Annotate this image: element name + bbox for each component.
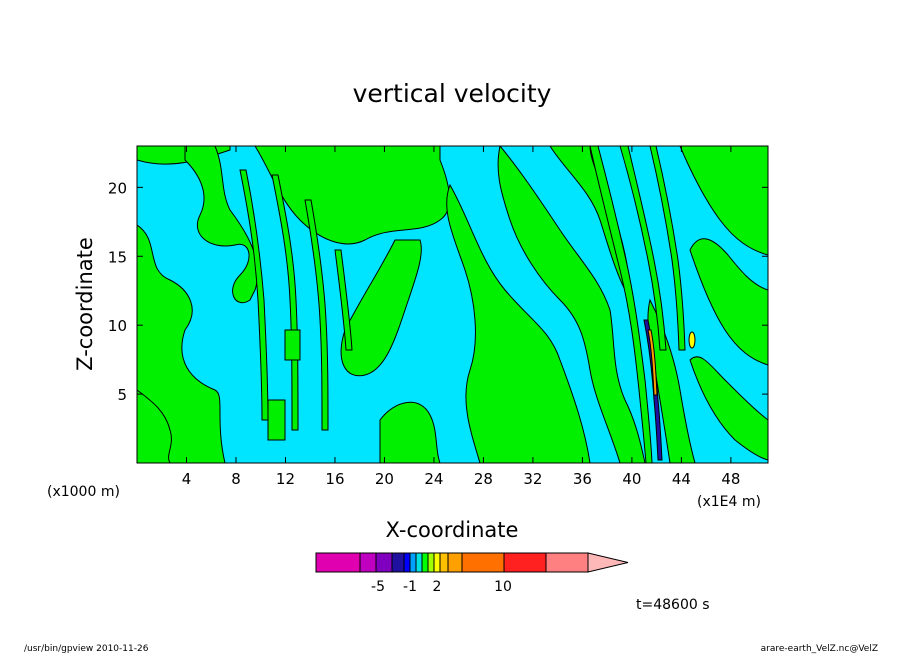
x-tick-label: 28 [474,470,493,488]
x-tick-label: 4 [182,470,192,488]
y-tick-label: 15 [108,248,127,266]
colorbar-segment [415,552,423,573]
colorbar-segment [545,552,589,573]
colorbar-segment [409,552,417,573]
x-axis: 4 8 12 16 20 24 28 32 36 40 44 48 [182,146,740,488]
x-tick-label: 44 [672,470,691,488]
colorbar-segment [433,552,441,573]
x-tick-label: 24 [424,470,443,488]
x-tick-label: 36 [573,470,592,488]
x-tick-label: 40 [622,470,641,488]
time-label: t=48600 s [636,597,710,613]
x-tick-label: 12 [276,470,295,488]
colorbar-segment [439,552,449,573]
colorbar-segment [375,552,393,573]
x-unit-left: (x1000 m) [47,484,120,500]
colorbar-segment [359,552,377,573]
colorbar-segment [391,552,405,573]
y-axis: 5 10 15 20 [108,179,768,404]
footer-left: /usr/bin/gpview 2010-11-26 [24,644,149,654]
colorbar-segment [447,552,463,573]
y-tick-label: 5 [117,386,127,404]
y-tick-label: 10 [108,317,127,335]
plot-frame [136,145,769,464]
colorbar-segment [461,552,505,573]
y-tick-label: 20 [108,179,127,197]
chart-title: vertical velocity [353,79,552,108]
footer-right: arare-earth_VelZ.nc@VelZ [761,644,878,654]
colorbar-segment [403,552,411,573]
y-axis-label: Z-coordinate [73,237,97,371]
plot-area [137,146,768,463]
x-unit-right: (x1E4 m) [697,494,761,510]
x-tick-label: 16 [325,470,344,488]
x-tick-label: 8 [231,470,241,488]
colorbar-segment [503,552,547,573]
strong-updraft-core [643,319,696,461]
colorbar [315,552,629,573]
colorbar-tick-label: -5 [371,579,385,595]
colorbar-segment [315,552,361,573]
colorbar-arrow [587,552,629,573]
vertical-streaks [239,146,686,463]
x-tick-label: 20 [375,470,394,488]
colorbar-segment [427,552,435,573]
colorbar-tick-label: 10 [494,579,512,595]
colorbar-ticks: -5 -1 2 10 [371,579,512,595]
x-tick-label: 32 [523,470,542,488]
colorbar-tick-label: 2 [433,579,442,595]
x-axis-label: X-coordinate [386,518,519,542]
x-tick-label: 48 [721,470,740,488]
colorbar-tick-label: -1 [403,579,417,595]
positive-velocity-regions [137,146,768,463]
colorbar-segment [421,552,429,573]
